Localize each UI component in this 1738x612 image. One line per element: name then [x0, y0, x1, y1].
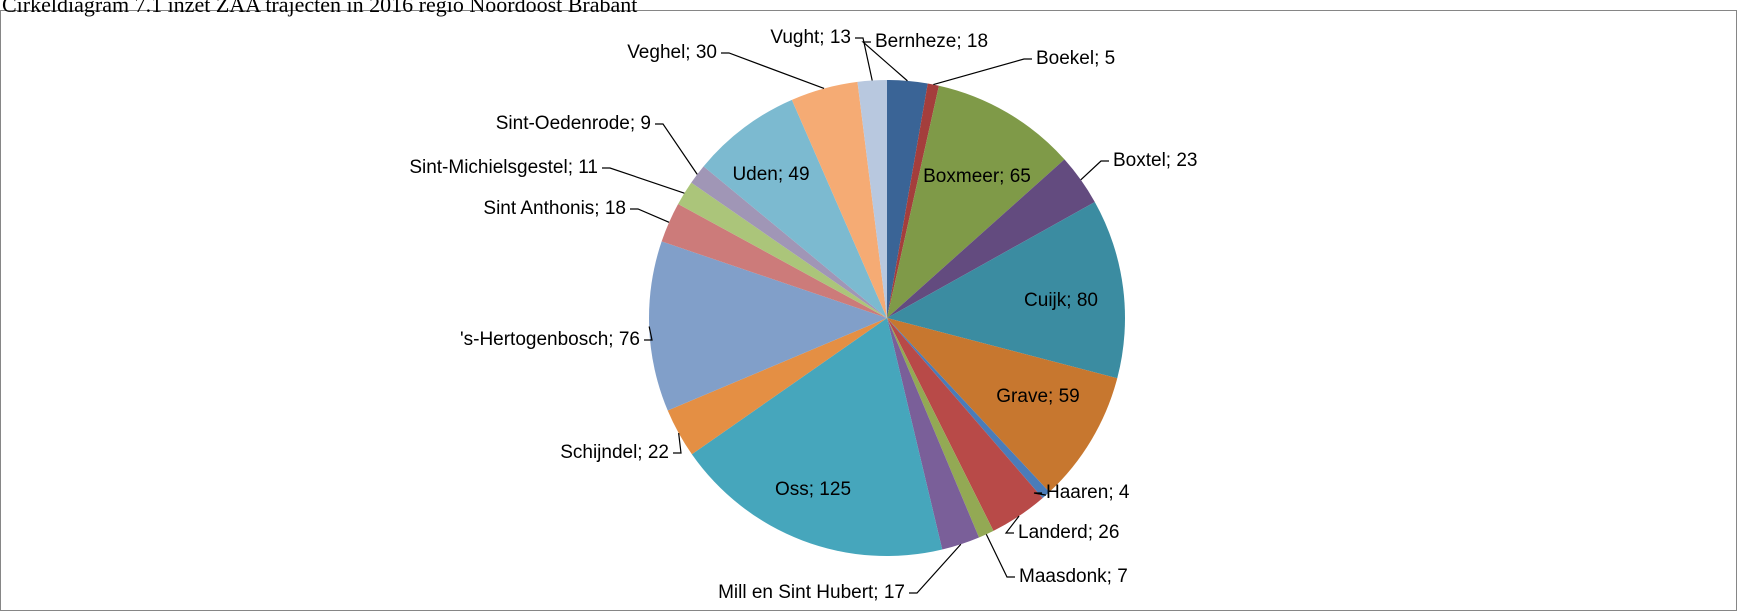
pie-slice: [887, 318, 1043, 531]
pie-slice: [887, 201, 1125, 379]
data-label: Boekel; 5: [1036, 48, 1115, 69]
data-label: Schijndel; 22: [560, 442, 669, 463]
data-label: 's-Hertogenbosch; 76: [460, 329, 640, 350]
pie-slice: [887, 83, 939, 319]
data-label: Cuijk; 80: [1024, 290, 1098, 311]
pie-slice: [887, 318, 1118, 493]
pie-slice: [649, 241, 887, 411]
pie-slice: [691, 166, 887, 318]
pie-slice: [703, 99, 887, 318]
pie-slice: [857, 80, 887, 318]
leader-line: [985, 534, 1015, 578]
chart-title: Cirkeldiagram 7.1 inzet ZAA trajecten in…: [2, 0, 637, 17]
leader-line: [933, 58, 1032, 86]
leader-line: [855, 37, 873, 81]
leader-line: [909, 543, 962, 594]
leader-line: [630, 208, 670, 223]
data-label: Sint-Oedenrode; 9: [496, 113, 651, 134]
pie-slice: [887, 318, 1050, 499]
pie-slice: [887, 318, 979, 550]
data-label: Grave; 59: [996, 386, 1079, 407]
data-label: Landerd; 26: [1018, 522, 1119, 543]
leader-line: [1080, 160, 1109, 181]
leader-line: [644, 326, 653, 341]
data-label: Oss; 125: [775, 479, 851, 500]
leader-line: [721, 52, 825, 90]
leader-line: [655, 123, 698, 175]
data-label: Uden; 49: [732, 164, 809, 185]
pie-slice: [887, 80, 928, 318]
pie-slice: [791, 81, 887, 318]
leader-line: [861, 41, 908, 82]
data-label: Bernheze; 18: [875, 31, 988, 52]
pie-slice: [887, 318, 994, 538]
leader-line: [602, 167, 685, 194]
data-label: Vught; 13: [770, 27, 851, 48]
data-label: Boxmeer; 65: [923, 166, 1031, 187]
data-label: Veghel; 30: [627, 42, 717, 63]
data-label: Maasdonk; 7: [1019, 566, 1128, 587]
data-label: Sint Anthonis; 18: [483, 198, 626, 219]
pie-slice: [887, 85, 1065, 319]
data-label: Sint-Michielsgestel; 11: [409, 157, 598, 178]
data-label: Haaren; 4: [1046, 482, 1130, 503]
pie-slice: [691, 318, 943, 556]
pie-slice: [887, 159, 1095, 318]
leader-line: [1004, 515, 1020, 534]
pie-slice: [661, 203, 887, 318]
data-label: Mill en Sint Hubert; 17: [718, 582, 905, 603]
leader-line: [673, 432, 682, 454]
data-label: Boxtel; 23: [1113, 150, 1198, 171]
pie-slice: [678, 182, 887, 318]
pie-slice: [667, 318, 887, 455]
leader-line: [1033, 492, 1047, 496]
